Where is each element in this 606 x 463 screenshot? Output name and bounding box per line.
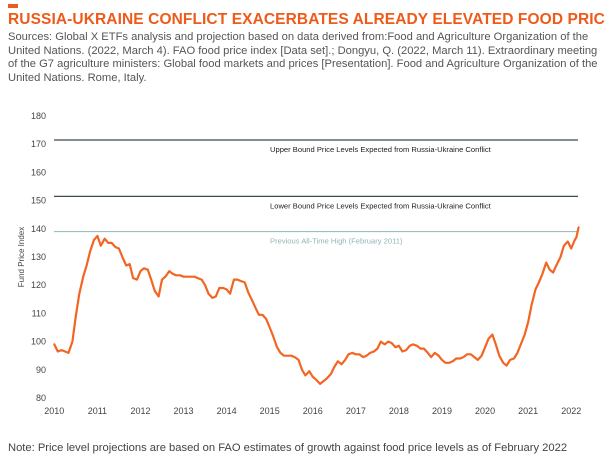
x-tick-label: 2016: [303, 406, 323, 416]
y-tick-label: 180: [31, 111, 46, 121]
x-tick-label: 2019: [432, 406, 452, 416]
x-tick-label: 2010: [44, 406, 64, 416]
series-layer: [53, 226, 580, 385]
reference-line-label: Upper Bound Price Levels Expected from R…: [270, 145, 492, 154]
x-tick-label: 2015: [260, 406, 280, 416]
y-tick-label: 130: [31, 252, 46, 262]
y-axis: 80 90 100 110 120 130 140 150 160 170 180: [31, 111, 46, 403]
y-tick-label: 80: [36, 393, 46, 403]
x-tick-label: 2020: [475, 406, 495, 416]
y-tick-label: 170: [31, 139, 46, 149]
chart-title: RUSSIA-UKRAINE CONFLICT EXACERBATES ALRE…: [8, 11, 606, 28]
chart-sources: Sources: Global X ETFs analysis and proj…: [8, 31, 598, 85]
x-tick-label: 2012: [130, 406, 150, 416]
y-tick-label: 150: [31, 196, 46, 206]
x-tick-label: 2014: [217, 406, 237, 416]
x-tick-label: 2018: [389, 406, 409, 416]
title-accent-bar: [8, 4, 18, 8]
reference-line-label: Lower Bound Price Levels Expected from R…: [270, 201, 492, 210]
y-tick-label: 140: [31, 224, 46, 234]
x-tick-label: 2022: [561, 406, 581, 416]
y-tick-label: 100: [31, 337, 46, 347]
x-tick-label: 2021: [518, 406, 538, 416]
reference-lines: Upper Bound Price Levels Expected from R…: [54, 139, 578, 246]
series-line: [53, 226, 580, 385]
x-tick-label: 2017: [346, 406, 366, 416]
y-tick-label: 160: [31, 167, 46, 177]
x-tick-label: 2013: [174, 406, 194, 416]
y-tick-label: 90: [36, 365, 46, 375]
x-axis: 2010 2011 2012 2013 2014 2015 2016 2017 2018 2019…: [44, 406, 581, 416]
reference-line-label: Previous All-Time High (February 2011): [270, 237, 403, 246]
footnote: Note: Price level projections are based …: [8, 442, 568, 454]
y-tick-label: 110: [32, 308, 46, 318]
x-tick-label: 2011: [88, 406, 107, 416]
y-axis-title: Fund Price Index: [17, 227, 26, 287]
y-tick-label: 120: [31, 280, 46, 290]
